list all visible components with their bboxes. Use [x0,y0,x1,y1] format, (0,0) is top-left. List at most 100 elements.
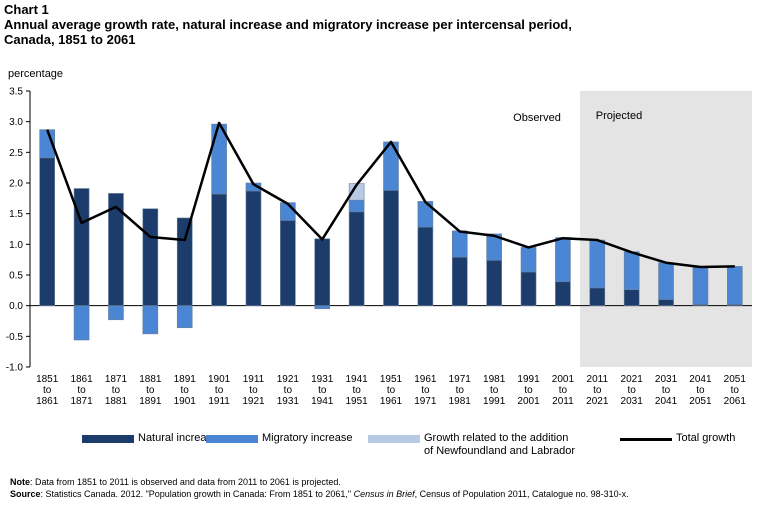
x-tick-label: 1981 [483,374,506,385]
y-tick-label: -1.0 [6,363,24,374]
y-axis-label: percentage [8,68,64,80]
x-tick-label: 2031 [655,374,678,385]
legend-migratory-swatch [206,435,258,443]
x-tick-label: 1881 [139,374,162,385]
x-tick-label: to [146,385,155,396]
y-tick-label: 1.0 [9,240,23,251]
x-tick-label: to [456,385,465,396]
x-tick-label: to [731,385,740,396]
x-tick-label: 2001 [552,374,575,385]
x-tick-label: 1931 [277,396,300,407]
x-tick-label: to [284,385,293,396]
legend-nfl-label: Growth related to the addition of Newfou… [424,432,575,458]
bar-natural-increase [280,220,296,306]
footnote: Note: Data from 1851 to 2011 is observed… [10,476,629,500]
x-tick-label: to [490,385,499,396]
bar-migratory-increase [692,266,709,305]
bar-natural-increase [211,193,227,306]
bar-migratory-increase [727,266,743,305]
x-tick-label: to [696,385,705,396]
bar-natural-increase [348,211,365,306]
x-tick-label: 2011 [552,396,574,407]
bar-migratory-increase [348,199,365,213]
bar-migratory-increase [623,251,640,291]
bar-natural-increase [383,190,399,306]
x-tick-label: 1871 [105,374,128,385]
bar-migratory-increase [73,305,90,341]
bar-natural-increase [245,190,262,306]
bar-natural-increase [451,256,468,306]
bar-migratory-increase [555,237,571,283]
x-tick-label: 2021 [586,396,609,407]
x-tick-label: to [77,385,86,396]
x-tick-label: to [215,385,224,396]
x-tick-label: 1961 [414,374,437,385]
chart-title-block: Chart 1 Annual average growth rate, natu… [4,2,572,47]
x-tick-label: 1991 [483,396,506,407]
y-tick-label: 1.5 [9,209,23,220]
x-tick-label: 1881 [105,396,128,407]
x-tick-label: 2061 [724,396,747,407]
x-tick-label: 1871 [70,396,93,407]
x-tick-label: 2051 [689,396,712,407]
bar-natural-increase [658,299,674,306]
x-tick-label: 1921 [242,396,265,407]
x-tick-label: 1951 [380,374,403,385]
x-tick-label: to [559,385,568,396]
x-tick-label: 1941 [345,374,368,385]
x-tick-label: to [421,385,430,396]
x-tick-label: to [352,385,361,396]
x-tick-label: 1971 [414,396,437,407]
bar-migratory-increase [108,305,124,321]
bar-natural-increase [39,157,55,306]
x-tick-label: 1911 [243,374,265,385]
source-text-1: : Statistics Canada. 2012. "Population g… [40,489,354,499]
y-tick-label: 2.0 [9,179,23,190]
x-tick-label: 1851 [36,374,59,385]
legend-natural-label: Natural increase [138,432,219,444]
x-tick-label: 2021 [621,374,644,385]
source-label: Source [10,489,41,499]
x-tick-label: 2051 [724,374,747,385]
x-tick-label: to [593,385,602,396]
x-tick-label: to [112,385,121,396]
y-tick-label: 3.5 [9,87,23,98]
observed-label: Observed [513,112,561,124]
bar-migratory-increase [486,233,502,261]
x-tick-label: to [181,385,190,396]
legend-nfl-label-line1: Growth related to the addition [424,432,569,444]
x-tick-label: 1921 [277,374,300,385]
projected-region [580,91,752,367]
bar-natural-increase [176,217,193,306]
bar-natural-increase [555,281,571,306]
x-tick-label: 1891 [139,396,162,407]
x-tick-label: to [43,385,52,396]
bar-migratory-increase [451,230,468,258]
x-tick-label: 1901 [174,396,197,407]
x-tick-label: 1941 [311,396,334,407]
bar-natural-increase [417,226,434,306]
x-tick-label: to [249,385,258,396]
note-line: Note: Data from 1851 to 2011 is observed… [10,476,629,488]
bar-migratory-increase [314,305,331,310]
legend-natural-swatch [82,435,134,443]
note-text: : Data from 1851 to 2011 is observed and… [30,477,341,487]
y-tick-label: -0.5 [6,332,24,343]
x-tick-label: 2031 [621,396,644,407]
x-tick-label: to [524,385,533,396]
x-tick-label: 1891 [174,374,197,385]
x-tick-label: 1911 [208,396,230,407]
legend-nfl-label-line2: of Newfoundland and Labrador [424,445,576,457]
bar-natural-increase [142,208,159,306]
bar-natural-increase [486,259,502,306]
bar-migratory-increase [520,247,537,273]
x-tick-label: 1951 [345,396,368,407]
bar-migratory-increase [142,305,159,335]
x-tick-label: to [387,385,396,396]
x-tick-label: 2041 [689,374,712,385]
chart-title: Annual average growth rate, natural incr… [4,17,572,32]
source-text-2: , Census of Population 2011, Catalogue n… [414,489,629,499]
y-tick-label: 0.5 [9,271,23,282]
x-tick-label: 1961 [380,396,403,407]
legend-total-label: Total growth [676,432,736,444]
